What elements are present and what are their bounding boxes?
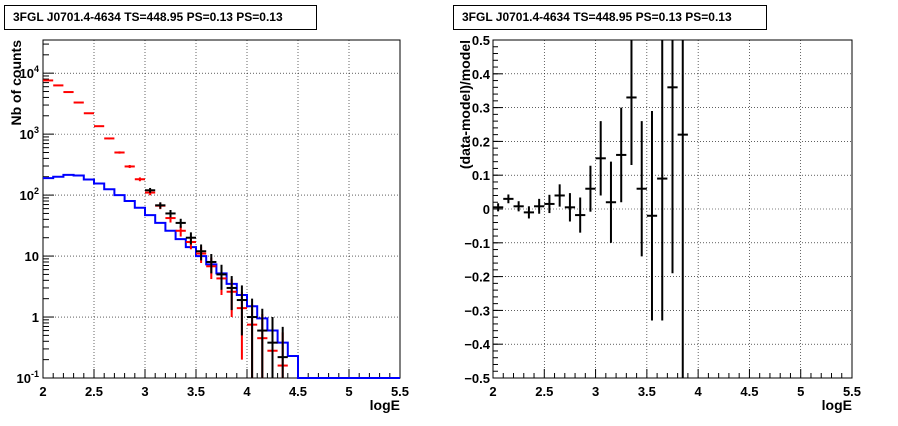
left-chart-title: 3FGL J0701.4-4634 TS=448.95 PS=0.13 PS=0…	[4, 5, 317, 30]
left-plot-frame	[42, 39, 401, 379]
right-y-tick-label: −0.2	[464, 270, 490, 285]
right-residual-point	[657, 40, 668, 321]
left-red-data-point	[104, 137, 115, 140]
right-x-tick-label: 2	[489, 384, 496, 399]
right-y-tick-label: 0	[483, 202, 490, 217]
left-black-data-point	[267, 317, 278, 378]
right-residual-point	[595, 121, 606, 196]
right-chart: 2 2.5 3 3.5 4 4.5 5 5.5 −0.5 −0.4 −0.3 −0.2 −0.1 0 0.1…	[457, 33, 861, 413]
left-x-tick-label: 2.5	[85, 384, 103, 399]
left-model-histogram-line	[43, 173, 400, 379]
left-y-tick-exp: 2	[34, 186, 39, 196]
left-y-tick-label: 10-1	[17, 369, 39, 386]
right-y-axis-label: (data-model)/model	[457, 40, 473, 169]
right-residual-point	[605, 161, 617, 243]
left-x-axis-label: logE	[370, 397, 400, 413]
right-residual-point	[636, 121, 647, 257]
right-y-tick-label: 0.5	[472, 33, 490, 48]
right-y-tick-label: −0.3	[464, 303, 490, 318]
right-data-points	[493, 40, 688, 378]
left-black-data-point	[145, 187, 156, 193]
left-black-data-point	[247, 298, 258, 378]
right-x-tick-label: 4	[695, 384, 703, 399]
right-residual-point	[616, 107, 627, 203]
left-x-tick-label: 4	[243, 384, 251, 399]
left-red-data-point	[53, 84, 64, 87]
right-y-tick-label: 0.4	[472, 67, 491, 82]
left-red-data-point	[43, 79, 54, 82]
right-residual-point	[585, 165, 596, 212]
right-residual-point	[564, 193, 576, 222]
right-y-tick-label: 0.2	[472, 134, 490, 149]
right-residual-point	[523, 206, 535, 219]
right-x-tick-label: 2.5	[535, 384, 553, 399]
right-residual-point	[493, 203, 504, 212]
right-x-tick-label: 5	[797, 384, 804, 399]
left-black-data-point	[236, 285, 247, 336]
left-black-data-point	[155, 202, 166, 209]
left-x-tick-label: 4.5	[289, 384, 307, 399]
right-residual-point	[503, 194, 514, 204]
left-red-data-point	[134, 177, 145, 182]
left-x-tick-label: 5.5	[391, 384, 409, 399]
left-red-data-point	[114, 151, 125, 154]
right-y-tick-label: −0.4	[464, 337, 490, 352]
left-y-tick-label: 102	[20, 186, 39, 203]
left-y-tick-base: 10	[20, 66, 34, 81]
left-y-tick-exp: -1	[31, 369, 39, 379]
right-residual-point	[575, 197, 586, 233]
right-x-tick-label: 5.5	[843, 384, 861, 399]
left-red-data-point	[124, 164, 135, 169]
left-y-tick-base: 10	[17, 371, 31, 386]
left-red-data-point	[73, 101, 84, 104]
left-data-points	[43, 79, 288, 378]
left-black-data-point	[216, 264, 227, 290]
right-residual-point	[677, 40, 688, 378]
right-x-tick-label: 4.5	[740, 384, 758, 399]
right-y-tick-label: −0.1	[464, 236, 490, 251]
left-black-data-point	[277, 326, 288, 378]
left-black-data-point	[226, 276, 237, 311]
right-residual-point	[667, 40, 678, 274]
left-black-data-point	[206, 254, 217, 274]
left-y-tick-base: 10	[20, 188, 34, 203]
right-residual-point	[534, 198, 545, 214]
left-black-data-point	[185, 232, 196, 245]
left-x-tick-label: 5	[345, 384, 352, 399]
left-x-tick-label: 3	[141, 384, 148, 399]
right-y-tick-label: 0.1	[472, 168, 490, 183]
left-y-tick-label: 10	[25, 249, 39, 264]
left-black-data-point	[175, 218, 186, 228]
left-x-tick-label: 3.5	[187, 384, 205, 399]
right-residual-point	[513, 201, 524, 212]
left-y-tick-exp: 4	[34, 64, 39, 74]
left-y-tick-label: 104	[20, 64, 39, 81]
right-residual-point	[626, 40, 637, 166]
left-black-data-point	[257, 308, 268, 378]
right-residual-point	[646, 110, 658, 321]
right-residual-point	[554, 184, 565, 207]
left-red-data-point	[83, 112, 94, 115]
right-y-tick-label: −0.5	[464, 371, 490, 386]
left-black-data-point	[196, 244, 207, 261]
left-y-tick-base: 10	[20, 127, 34, 142]
right-residual-point	[544, 194, 555, 214]
left-y-axis-label: Nb of counts	[8, 40, 24, 126]
right-x-tick-label: 3.5	[638, 384, 656, 399]
left-red-data-point	[63, 91, 74, 94]
left-y-tick-exp: 3	[34, 125, 39, 135]
left-red-data-point	[94, 125, 105, 128]
right-chart-title: 3FGL J0701.4-4634 TS=448.95 PS=0.13 PS=0…	[453, 5, 767, 30]
right-y-tick-label: 0.3	[472, 101, 490, 116]
left-black-data-point	[165, 209, 176, 218]
left-x-tick-label: 2	[39, 384, 46, 399]
right-x-axis-label: logE	[822, 397, 852, 413]
right-x-tick-label: 3	[592, 384, 599, 399]
left-y-tick-label: 1	[32, 310, 39, 325]
left-y-tick-label: 103	[20, 125, 39, 142]
